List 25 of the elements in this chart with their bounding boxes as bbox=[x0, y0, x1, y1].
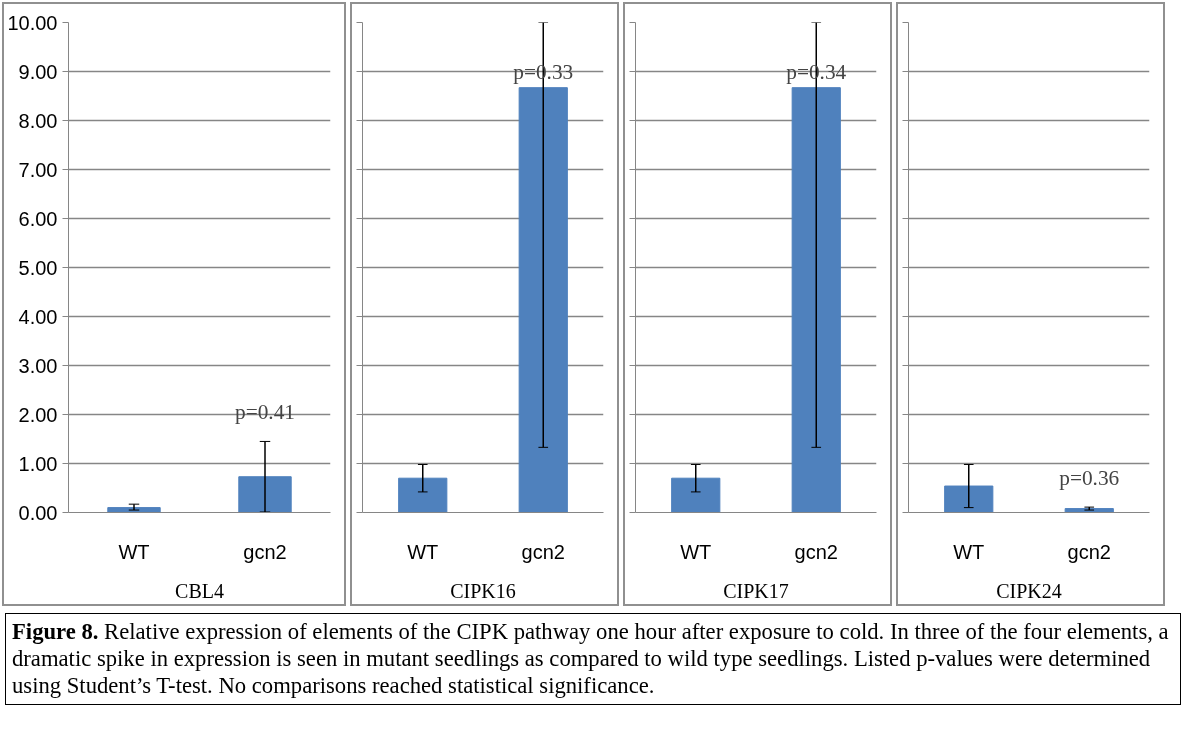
y-tick-label: 6.00 bbox=[18, 207, 58, 230]
y-tick-label: 3.00 bbox=[18, 354, 58, 377]
x-tick-label: gcn2 bbox=[794, 540, 838, 563]
x-axis-title: CIPK17 bbox=[723, 579, 789, 602]
y-tick-label: 5.00 bbox=[18, 256, 58, 279]
x-tick-label: WT bbox=[407, 540, 439, 563]
y-tick-label: 2.00 bbox=[18, 403, 58, 426]
y-tick-label: 7.00 bbox=[18, 158, 58, 181]
y-tick-label: 10.00 bbox=[7, 11, 58, 34]
x-tick-label: gcn2 bbox=[1067, 540, 1111, 563]
y-tick-label: 0.00 bbox=[18, 501, 58, 524]
x-tick-label: WT bbox=[118, 540, 150, 563]
x-axis-title: CIPK24 bbox=[996, 579, 1062, 602]
y-tick-label: 4.00 bbox=[18, 305, 58, 328]
x-tick-label: WT bbox=[680, 540, 712, 563]
y-tick-label: 9.00 bbox=[18, 60, 58, 83]
caption: Figure 8. Relative expression of elements of the CIPK pathway one hour after exposure to cold. In three of the four elements, a dramatic spike in expression is seen in mutant seedlings as compared to wild type seedlings. Listed p-values were determined using Student’s T-test. No comparisons reached statistical significance. bbox=[12, 618, 1170, 700]
x-tick-label: WT bbox=[953, 540, 985, 563]
y-tick-label: 1.00 bbox=[18, 452, 58, 475]
annotation: p=0.36 bbox=[1059, 465, 1120, 490]
y-tick-label: 8.00 bbox=[18, 109, 58, 132]
x-tick-label: gcn2 bbox=[243, 540, 287, 563]
x-tick-label: gcn2 bbox=[521, 540, 565, 563]
x-axis-title: CIPK16 bbox=[450, 579, 516, 602]
x-axis-title: CBL4 bbox=[175, 579, 224, 602]
